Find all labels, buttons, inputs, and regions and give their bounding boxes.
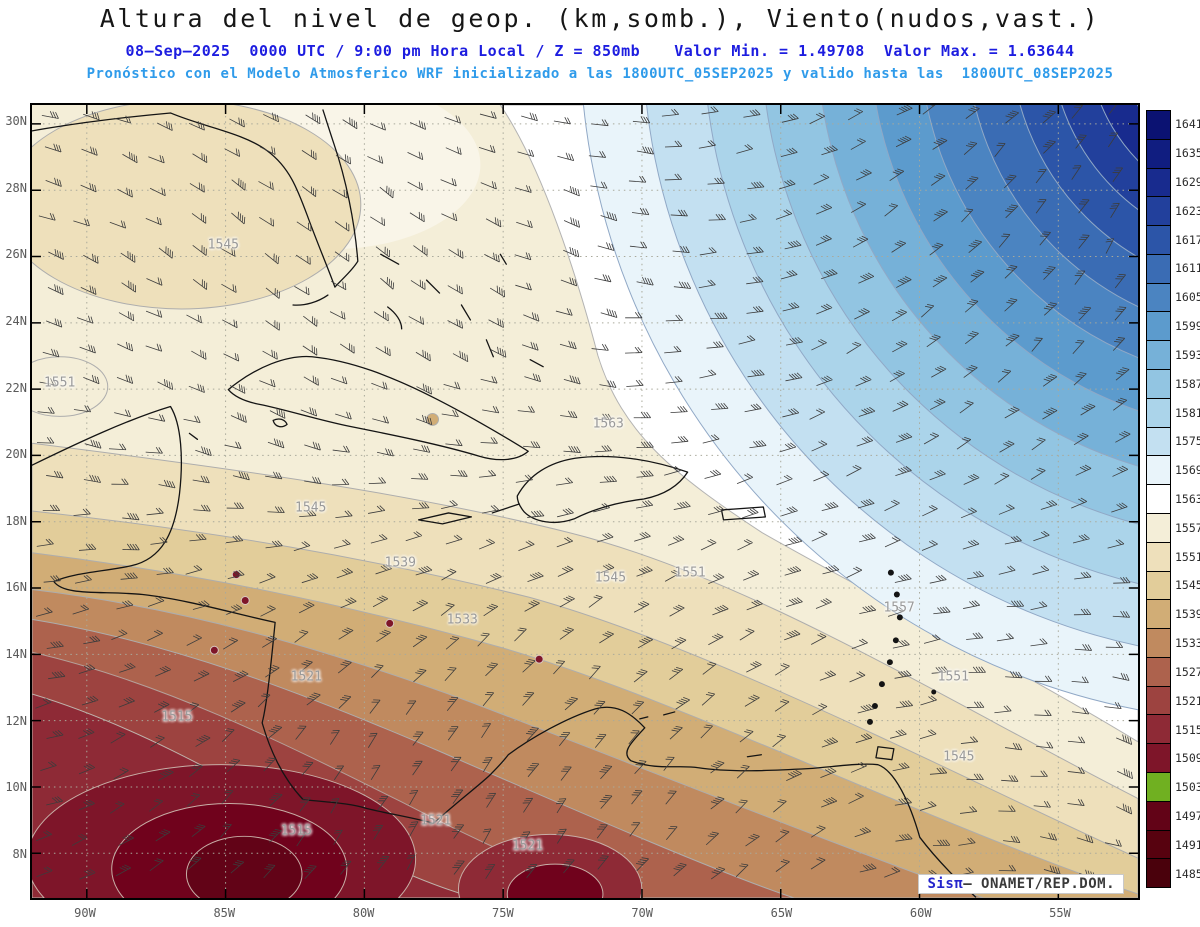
lon-tick-label: 60W	[909, 906, 932, 920]
shaded-field	[32, 105, 1138, 898]
colorbar-tick-label: 1527	[1175, 664, 1200, 679]
colorbar-tick-label: 1533	[1175, 636, 1200, 651]
colorbar-tick-label: 1599	[1175, 319, 1200, 334]
colorbar-cell	[1147, 801, 1170, 831]
colorbar-tick-label: 1635	[1175, 146, 1200, 161]
lat-tick-label: 30N	[5, 114, 27, 128]
lat-tick-label: 12N	[5, 713, 27, 728]
colorbar-tick-label: 1563	[1175, 492, 1200, 506]
axis-ticks	[32, 105, 1138, 898]
colorbar-tick-label: 1515	[1175, 722, 1200, 737]
colorbar-cell	[1147, 283, 1170, 313]
colorbar-cell	[1147, 398, 1170, 428]
lat-tick-label: 16N	[5, 580, 27, 595]
colorbar-cell	[1147, 226, 1170, 255]
minmax-text: Valor Min. = 1.49708 Valor Max. = 1.6364…	[674, 42, 1075, 60]
colorbar-cell	[1147, 772, 1170, 802]
lat-tick-label: 14N	[5, 647, 27, 662]
lon-tick-label: 80W	[352, 906, 375, 920]
colorbar-cell	[1147, 312, 1170, 342]
map-plot-area: 1545 1551 1563 1545 1539 1545 1551 1557 1533 1521…	[30, 103, 1140, 900]
colorbar-tick-label: 1605	[1175, 290, 1200, 305]
colorbar-cell	[1147, 715, 1170, 745]
lat-tick-label: 28N	[5, 180, 27, 195]
valid-time-text: 08–Sep–2025 0000 UTC / 9:00 pm Hora Loca…	[125, 42, 641, 60]
colorbar-cell	[1147, 657, 1170, 687]
colorbar-cell	[1147, 370, 1170, 399]
colorbar-tick-label: 1629	[1175, 175, 1200, 190]
sispi-logo-text: Sisπ	[927, 876, 964, 892]
coastlines	[32, 109, 977, 898]
lon-tick-label: 70W	[631, 906, 653, 920]
lat-tick-label: 18N	[5, 513, 27, 528]
chart-title: Altura del nivel de geop. (km,somb.), Vi…	[99, 4, 1101, 33]
colorbar-cell	[1147, 629, 1170, 658]
colorbar-tick-label: 1509	[1175, 751, 1200, 766]
colorbar-cell	[1147, 197, 1170, 227]
geopotential-field-plot	[32, 105, 1138, 898]
lat-tick-label: 10N	[5, 780, 27, 795]
chart-subtitle: 08–Sep–2025 0000 UTC / 9:00 pm Hora Loca…	[0, 42, 1200, 60]
colorbar-cell	[1147, 111, 1170, 140]
colorbar-cell	[1147, 254, 1170, 284]
colorbar-tick-label: 1641	[1175, 117, 1200, 132]
colorbar-tick-label: 1569	[1175, 463, 1200, 478]
colorbar-tick-label: 1521	[1175, 693, 1200, 708]
onamet-credit-text: — ONAMET/REP.DOM.	[963, 876, 1115, 892]
colorbar-tick-label: 1587	[1175, 376, 1200, 391]
colorbar-cell	[1147, 744, 1170, 773]
colorbar	[1146, 110, 1171, 888]
lat-tick-label: 22N	[5, 380, 27, 395]
lon-tick-label: 55W	[1049, 906, 1071, 920]
colorbar-cell	[1147, 571, 1170, 601]
colorbar-tick-label: 1539	[1175, 607, 1200, 622]
colorbar-tick-label: 1557	[1175, 520, 1200, 535]
colorbar-tick-label: 1551	[1175, 549, 1200, 564]
lon-tick-label: 85W	[213, 906, 236, 920]
colorbar-cell	[1147, 139, 1170, 169]
colorbar-tick-label: 1611	[1175, 261, 1200, 276]
colorbar-cell	[1147, 485, 1170, 514]
credit-badge: Sisπ— ONAMET/REP.DOM.	[918, 874, 1124, 894]
colorbar-tick-label: 1581	[1175, 405, 1200, 420]
lon-tick-label: 90W	[74, 906, 96, 920]
colorbar-cell	[1147, 456, 1170, 486]
lat-tick-label: 26N	[5, 247, 27, 262]
colorbar-tick-label: 1623	[1175, 203, 1200, 218]
colorbar-cell	[1147, 686, 1170, 716]
colorbar-cell	[1147, 168, 1170, 198]
model-info-text: Pronóstico con el Modelo Atmosferico WRF…	[86, 66, 1114, 82]
colorbar-cell	[1147, 427, 1170, 457]
colorbar-tick-label: 1497	[1175, 808, 1200, 823]
lat-tick-label: 20N	[5, 447, 27, 462]
colorbar-cell	[1147, 542, 1170, 572]
colorbar-cell	[1147, 859, 1170, 888]
colorbar-cell	[1147, 600, 1170, 630]
colorbar-tick-label: 1545	[1175, 578, 1200, 593]
colorbar-cell	[1147, 830, 1170, 860]
colorbar-tick-label: 1485	[1175, 866, 1200, 881]
lon-tick-label: 65W	[770, 906, 793, 920]
colorbar-cell	[1147, 513, 1170, 543]
lat-tick-label: 24N	[5, 313, 27, 328]
colorbar-tick-label: 1593	[1175, 347, 1200, 362]
colorbar-cell	[1147, 341, 1170, 371]
colorbar-tick-label: 1617	[1175, 232, 1200, 247]
colorbar-tick-label: 1503	[1175, 780, 1200, 795]
wind-barbs	[35, 105, 1133, 883]
lat-tick-label: 8N	[12, 847, 27, 862]
lon-tick-label: 75W	[492, 906, 514, 920]
colorbar-tick-label: 1491	[1175, 837, 1200, 852]
colorbar-tick-label: 1575	[1175, 434, 1200, 449]
